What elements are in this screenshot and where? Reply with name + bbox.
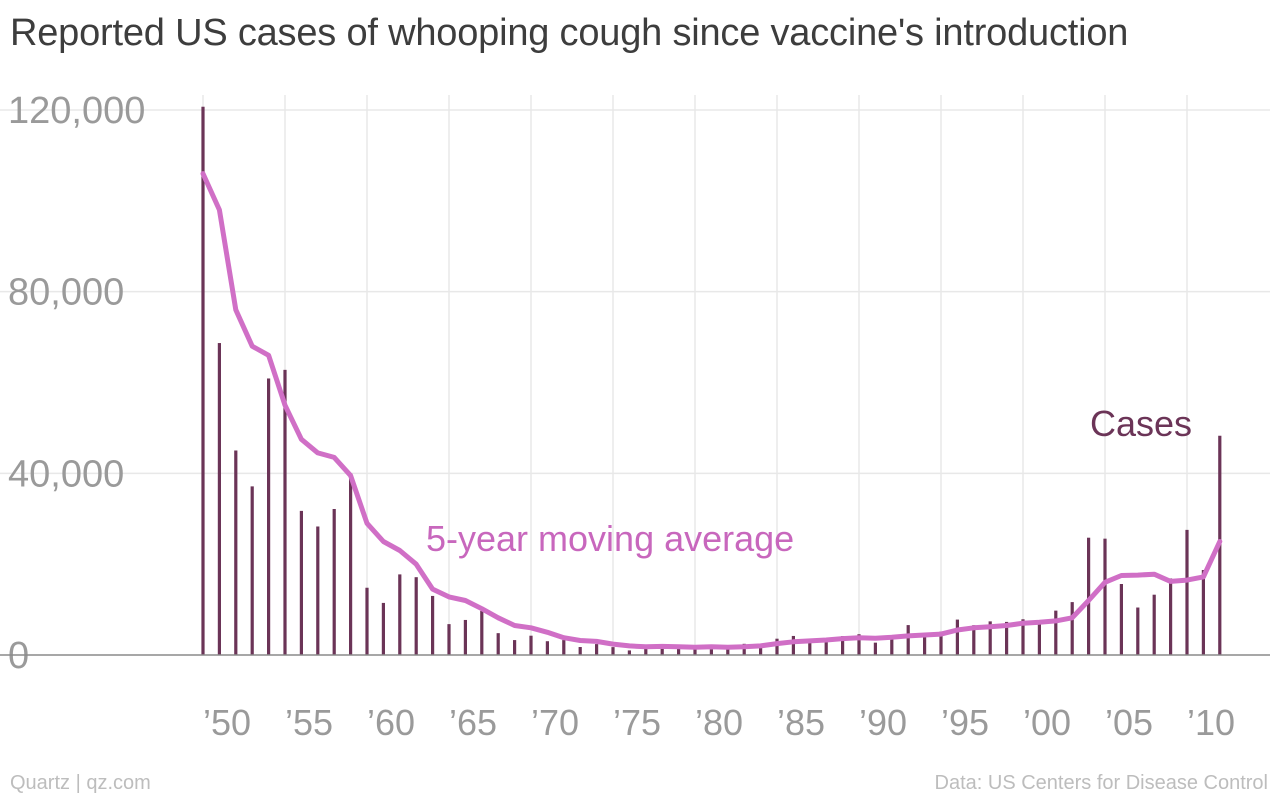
case-bar [1087,537,1091,655]
chart-title: Reported US cases of whooping cough sinc… [10,12,1129,54]
case-bar [496,633,500,655]
case-bar [1037,620,1041,655]
case-bar [398,574,402,655]
case-bar [1005,621,1009,655]
case-bar [349,473,353,655]
case-bar [873,642,877,655]
y-tick-label: 0 [8,635,29,677]
case-bar [857,634,861,655]
grid-lines [0,95,1270,655]
x-tick-label: ’50 [203,702,251,743]
case-bar [644,645,648,655]
case-bar [365,587,369,655]
case-bar [201,106,205,656]
case-bar [1185,529,1189,655]
moving-average-series-label: 5-year moving average [426,518,794,559]
case-bar [808,642,812,655]
source-text: Data: US Centers for Disease Control [934,772,1268,794]
x-tick-label: ’85 [777,702,825,743]
case-bar [1201,569,1205,655]
case-bar [316,526,320,655]
case-bar [267,378,271,655]
case-bar [972,625,976,655]
case-bar [1103,538,1107,655]
case-bar [906,625,910,655]
case-bar [759,644,763,655]
x-tick-label: ’80 [695,702,743,743]
moving-average-line [200,171,1223,650]
case-bar [1070,602,1074,655]
case-bar [299,510,303,655]
case-bar [955,619,959,655]
case-bar [824,639,828,655]
case-bar [726,646,730,655]
case-bar [890,636,894,655]
case-bar [562,640,566,655]
case-bar [627,650,631,655]
x-tick-label: ’75 [613,702,661,743]
case-bar [791,635,795,655]
case-bar [1021,619,1025,655]
case-bar [660,645,664,655]
case-bar [677,647,681,655]
case-bar [234,450,238,655]
x-tick-label: ’60 [367,702,415,743]
x-tick-label: ’10 [1187,702,1235,743]
y-tick-label: 80,000 [8,272,124,314]
y-tick-label: 120,000 [8,90,145,132]
case-bar [923,634,927,655]
case-bar [1119,584,1123,655]
case-bar [332,508,336,655]
case-bar [1136,607,1140,655]
case-bar [611,647,615,655]
x-tick-label: ’05 [1105,702,1153,743]
credit-text: Quartz | qz.com [10,772,151,794]
case-bar [939,631,943,655]
case-bar [775,638,779,655]
case-bar [1152,594,1156,655]
x-tick-label: ’70 [531,702,579,743]
case-bar [742,643,746,655]
case-bar [1169,578,1173,655]
x-tick-label: ’55 [285,702,333,743]
moving-average-polyline [200,171,1223,650]
x-tick-labels: ’50 ’55 ’60 ’65 ’70 ’75 ’80 ’85 ’90 ’95 ’00 ’05 ’10 [203,702,1235,743]
case-bars [0,106,1270,656]
case-bar [578,647,582,655]
case-bar [217,343,221,655]
x-tick-label: ’90 [859,702,907,743]
case-bar [595,644,599,655]
y-tick-labels: 0 40,000 80,000 120,000 [8,90,145,677]
case-bar [414,577,418,655]
case-bar [709,649,713,655]
case-bar [250,486,254,655]
y-tick-label: 40,000 [8,453,124,495]
case-bar [283,369,287,655]
x-tick-label: ’00 [1023,702,1071,743]
case-bar [463,619,467,655]
case-bar [529,635,533,655]
case-bar [841,636,845,655]
case-bar [381,602,385,655]
case-bar [513,640,517,655]
x-tick-label: ’65 [449,702,497,743]
case-bar [1054,610,1058,655]
case-bar [545,641,549,655]
cases-series-label: Cases [1090,403,1192,444]
case-bar [693,647,697,655]
case-bar [431,595,435,655]
x-tick-label: ’95 [941,702,989,743]
case-bar [447,624,451,655]
series-labels: Cases 5-year moving average [426,403,1192,559]
case-bar [480,610,484,655]
case-bar [988,621,992,655]
